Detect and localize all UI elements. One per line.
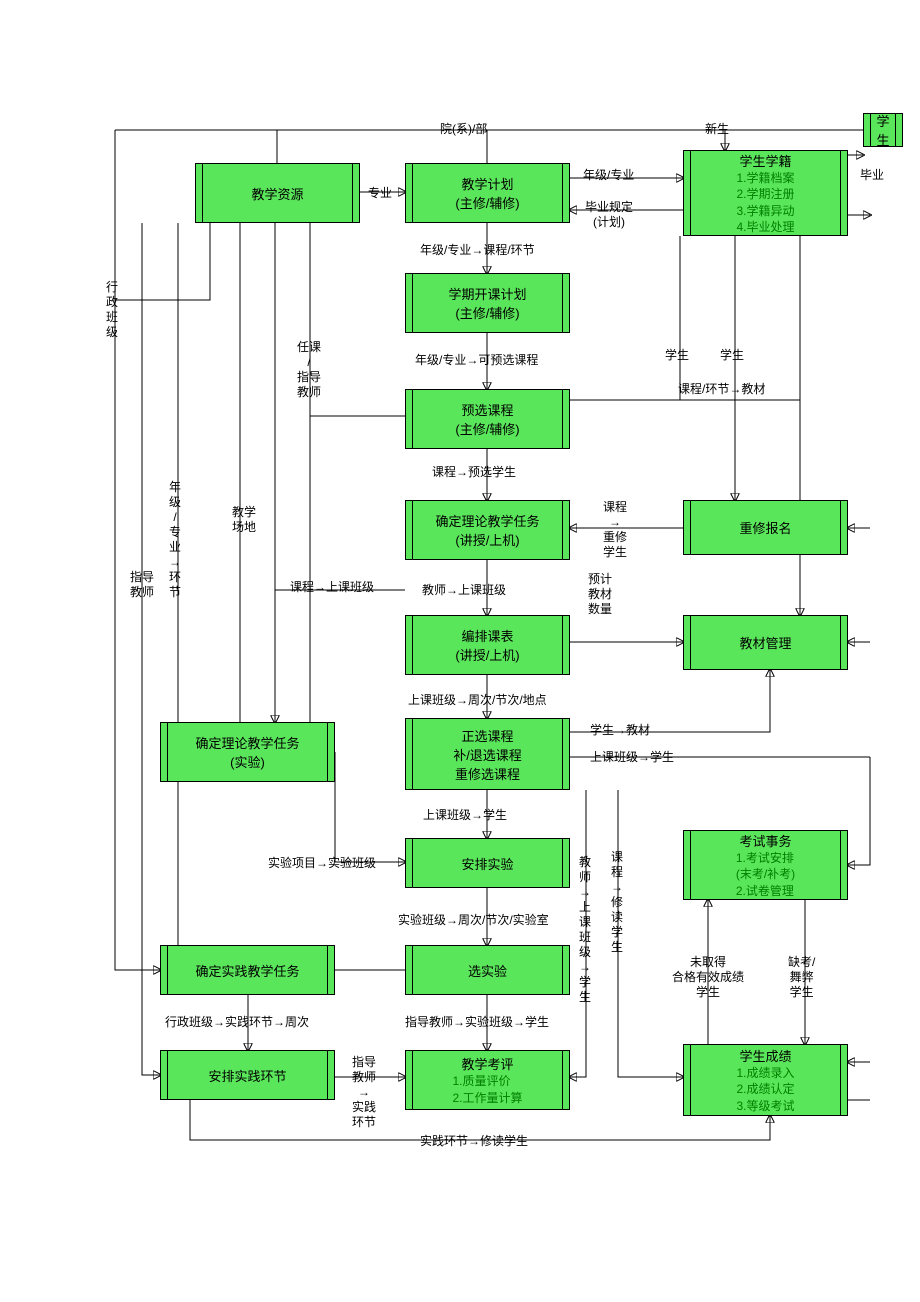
label-l-presel-stu: 课程→预选学生 xyxy=(432,465,516,480)
node-list2: 补/退选课程重修选课程 xyxy=(453,745,522,783)
label-l-prac-stu: 实践环节→修读学生 xyxy=(420,1134,528,1149)
label-l-grade-link: 年 级 / 专 业 → 环 节 xyxy=(169,480,181,600)
label-l-grad-rule: 毕业规定 (计划) xyxy=(585,200,633,230)
node-title: 学期开课计划 xyxy=(448,284,526,303)
node-list: 1.成绩录入2.成绩认定3.等级考试 xyxy=(736,1065,794,1114)
node-title: 正选课程 xyxy=(461,726,513,745)
label-l-advisor: 任课 / 指导 教师 xyxy=(297,340,321,400)
label-l-teacher-v: 教 师 → 上 课 班 级 → 学 生 xyxy=(579,855,591,1005)
label-l-grade-major: 年级/专业 xyxy=(583,168,634,183)
node-title: 教材管理 xyxy=(739,633,791,652)
node-grades: 学生成绩1.成绩录入2.成绩认定3.等级考试 xyxy=(683,1044,848,1116)
node-title: 确定实践教学任务 xyxy=(195,961,299,980)
node-subtitle: (讲授/上机) xyxy=(455,645,519,664)
node-title: 预选课程 xyxy=(461,400,513,419)
node-title: 学生学籍 xyxy=(739,151,791,170)
node-title: 教学考评 xyxy=(461,1054,513,1073)
label-l-grad: 毕业 xyxy=(860,168,884,183)
node-retake: 重修报名 xyxy=(683,500,848,555)
label-l-venue: 教学 场地 xyxy=(232,505,256,535)
node-list: 1.质量评价2.工作量计算 xyxy=(452,1073,522,1105)
flowchart-canvas: 教学资源教学计划(主修/辅修)学生学籍1.学籍档案2.学期注册3.学籍异动4.毕… xyxy=(0,0,920,1302)
label-l-guide-exp: 指导教师→实验班级→学生 xyxy=(405,1015,549,1030)
label-l-absent: 缺考/ 舞弊 学生 xyxy=(788,955,815,1000)
node-subtitle: (主修/辅修) xyxy=(455,303,519,322)
edge-16 xyxy=(310,223,405,416)
label-l-course-retake: 课程 → 重修 学生 xyxy=(603,500,627,560)
label-l-student-b: 学生 xyxy=(720,348,744,363)
node-title: 确定理论教学任务 xyxy=(195,733,299,752)
node-title: 学生 xyxy=(874,111,892,149)
label-l-course-cls: 课程→上课班级 xyxy=(290,580,374,595)
node-materials: 教材管理 xyxy=(683,615,848,670)
node-list: 1.学籍档案2.学期注册3.学籍异动4.毕业处理 xyxy=(736,170,794,235)
node-theory-exp: 确定理论教学任务(实验) xyxy=(160,722,335,782)
label-l-teacher-cls: 教师→上课班级 xyxy=(422,583,506,598)
label-l-cls-stu2: 上课班级→学生 xyxy=(423,808,507,823)
label-l-dept: 院(系)/部 xyxy=(440,122,487,137)
node-title: 教学资源 xyxy=(251,184,303,203)
label-l-cls-time: 上课班级→周次/节次/地点 xyxy=(408,693,547,708)
node-title: 确定理论教学任务 xyxy=(435,511,539,530)
edge-12 xyxy=(570,236,680,400)
node-pre-select: 预选课程(主修/辅修) xyxy=(405,389,570,449)
label-l-cls-stu: 上课班级→学生 xyxy=(590,750,674,765)
node-list: 1.考试安排 (末考/补考)2.试卷管理 xyxy=(736,850,795,899)
label-l-student-a: 学生 xyxy=(665,348,689,363)
node-sem-plan: 学期开课计划(主修/辅修) xyxy=(405,273,570,333)
edge-43 xyxy=(618,790,683,1077)
node-title: 编排课表 xyxy=(461,626,513,645)
node-theory-task: 确定理论教学任务(讲授/上机) xyxy=(405,500,570,560)
label-l-major: 专业 xyxy=(368,186,392,201)
label-l-stu-mat: 学生→教材 xyxy=(590,723,650,738)
label-l-admin-cls: 行 政 班 级 xyxy=(106,280,118,340)
node-title: 学生成绩 xyxy=(739,1046,791,1065)
node-teach-eval: 教学考评1.质量评价2.工作量计算 xyxy=(405,1050,570,1110)
edge-10 xyxy=(115,130,160,970)
node-formal-sel: 正选课程补/退选课程重修选课程 xyxy=(405,718,570,790)
node-title: 选实验 xyxy=(468,961,507,980)
node-schedule: 编排课表(讲授/上机) xyxy=(405,615,570,675)
label-l-course-mat: 课程/环节→教材 xyxy=(678,382,765,397)
node-teach-plan: 教学计划(主修/辅修) xyxy=(405,163,570,223)
node-title: 教学计划 xyxy=(461,174,513,193)
edge-20 xyxy=(142,223,160,1075)
node-title: 考试事务 xyxy=(739,831,791,850)
node-subtitle: (主修/辅修) xyxy=(455,419,519,438)
node-exp-select: 选实验 xyxy=(405,945,570,995)
label-l-exp-proj: 实验项目→实验班级 xyxy=(268,856,376,871)
label-l-fresh: 新生 xyxy=(705,122,729,137)
node-title: 安排实践环节 xyxy=(208,1066,286,1085)
label-l-grade-course: 年级/专业→课程/环节 xyxy=(420,243,535,258)
label-l-course-v: 课 程 → 修 读 学 生 xyxy=(611,850,623,955)
label-l-fail: 未取得 合格有效成绩 学生 xyxy=(672,955,744,1000)
label-l-guide: 指导 教师 xyxy=(130,570,154,600)
edge-19 xyxy=(240,223,335,750)
node-partial: 学生 xyxy=(863,113,903,147)
label-l-grade-presel: 年级/专业→可预选课程 xyxy=(415,353,538,368)
node-title: 重修报名 xyxy=(739,518,791,537)
node-prac-task: 确定实践教学任务 xyxy=(160,945,335,995)
node-exam-affairs: 考试事务1.考试安排 (末考/补考)2.试卷管理 xyxy=(683,830,848,900)
node-subtitle: (主修/辅修) xyxy=(455,193,519,212)
label-l-guide-prac: 指导 教师 → 实践 环节 xyxy=(352,1055,376,1130)
node-subtitle: (讲授/上机) xyxy=(455,530,519,549)
label-l-est-mat: 预计 教材 数量 xyxy=(588,572,612,617)
node-teach-res: 教学资源 xyxy=(195,163,360,223)
node-exp-arrange: 安排实验 xyxy=(405,838,570,888)
node-student-reg: 学生学籍1.学籍档案2.学期注册3.学籍异动4.毕业处理 xyxy=(683,150,848,236)
label-l-exp-room: 实验班级→周次/节次/实验室 xyxy=(398,913,549,928)
node-prac-arrange: 安排实践环节 xyxy=(160,1050,335,1100)
node-subtitle: (实验) xyxy=(230,752,265,771)
node-title: 安排实验 xyxy=(461,854,513,873)
edge-33 xyxy=(848,757,870,865)
label-l-admin-prac: 行政班级→实践环节→周次 xyxy=(165,1015,309,1030)
edge-11 xyxy=(115,223,210,300)
